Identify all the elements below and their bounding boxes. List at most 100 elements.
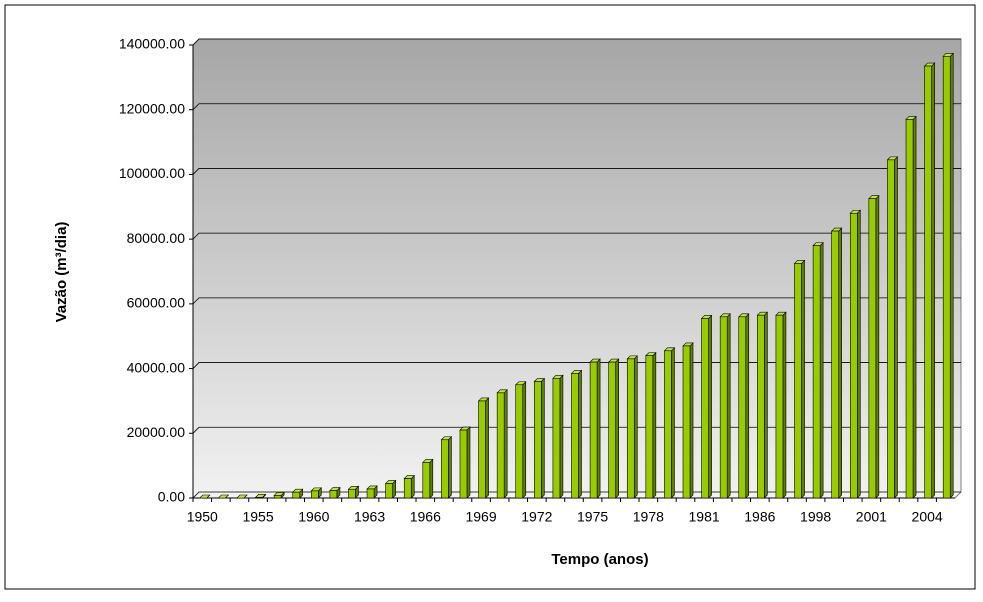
bar	[441, 439, 449, 499]
grid-line	[192, 103, 961, 110]
bar-side	[708, 314, 712, 499]
grid-line	[192, 297, 961, 305]
bar	[942, 56, 951, 499]
grid-line	[192, 168, 961, 175]
y-tick-label: 40000.00	[127, 359, 186, 375]
bar	[385, 483, 393, 499]
y-tick-label: 140000.00	[119, 36, 185, 52]
bar-side	[671, 347, 675, 499]
bar	[403, 478, 412, 499]
bar	[478, 400, 486, 499]
bar-side	[633, 355, 638, 499]
bar-side	[875, 194, 880, 499]
bar-side	[596, 358, 601, 499]
bar	[701, 318, 709, 499]
bar-side	[912, 115, 917, 499]
bar	[664, 350, 672, 499]
bar	[775, 314, 784, 499]
bar-side	[448, 436, 452, 499]
bar	[812, 245, 821, 499]
x-tick-label: 1963	[354, 509, 385, 525]
y-tick-label: 20000.00	[127, 424, 186, 440]
bar	[905, 119, 914, 499]
bar-side	[615, 358, 619, 499]
x-tick-label: 1978	[633, 509, 664, 525]
y-tick-label: 120000.00	[119, 100, 185, 116]
bar-side	[949, 52, 954, 499]
bar	[422, 462, 431, 499]
bar-side	[541, 377, 545, 499]
bar	[849, 212, 858, 499]
bar-side	[578, 369, 582, 499]
x-tick-label: 1966	[410, 509, 441, 525]
bar	[459, 429, 468, 499]
bar-side	[485, 397, 489, 499]
y-tick-label: 60000.00	[127, 295, 186, 311]
bar	[552, 377, 561, 499]
bar	[311, 490, 319, 499]
bar-side	[503, 389, 508, 499]
x-tick-label: 1998	[800, 509, 831, 525]
x-tick-label: 2004	[912, 509, 943, 525]
bar-side	[559, 374, 564, 499]
x-tick-label: 2001	[856, 509, 887, 525]
x-tick-label: 1972	[521, 509, 552, 525]
bar-side	[466, 426, 471, 499]
bar	[626, 358, 635, 499]
y-tick-label: 80000.00	[127, 230, 186, 246]
bar	[645, 355, 654, 499]
x-tick-label: 1969	[465, 509, 496, 525]
bar-side	[782, 311, 787, 499]
x-tick-label: 1950	[187, 509, 218, 525]
grid-line	[192, 232, 961, 240]
bar-side	[856, 209, 861, 499]
bar-side	[838, 227, 842, 499]
bar-side	[726, 313, 731, 499]
bar-top	[236, 494, 248, 499]
bar	[719, 316, 728, 499]
y-axis-label: Vazão (m³/dia)	[53, 222, 70, 323]
bar-side	[764, 311, 768, 499]
bar	[589, 361, 598, 499]
bar	[515, 384, 524, 499]
bar-side	[745, 313, 750, 499]
bar	[887, 159, 895, 499]
bar-side	[429, 458, 434, 499]
bar	[348, 488, 356, 499]
bar-side	[894, 156, 898, 499]
x-axis-label: Tempo (anos)	[551, 551, 648, 568]
x-tick-label: 1975	[577, 509, 608, 525]
bar	[831, 230, 839, 499]
bar-side	[931, 62, 935, 499]
bar	[682, 345, 691, 499]
bar-side	[689, 342, 694, 499]
x-tick-label: 1981	[689, 509, 720, 525]
bar	[571, 373, 579, 499]
bar	[273, 495, 282, 499]
x-tick-label: 1986	[744, 509, 775, 525]
bar	[738, 316, 747, 499]
bar	[534, 381, 542, 499]
bar	[255, 497, 263, 499]
bar-side	[652, 351, 657, 499]
y-tick-label: 0.00	[158, 489, 185, 505]
bar	[329, 490, 338, 499]
x-tick-label: 1955	[242, 509, 273, 525]
bar	[366, 488, 375, 499]
bar	[794, 263, 802, 499]
bar	[757, 314, 765, 499]
bar	[868, 198, 877, 499]
bar-top	[199, 494, 211, 499]
bar-side	[522, 381, 527, 499]
x-tick-label: 1960	[298, 509, 329, 525]
bar-side	[819, 241, 824, 499]
bar	[292, 491, 301, 499]
grid-line	[192, 38, 961, 46]
y-tick-label: 100000.00	[119, 165, 185, 181]
bar-top	[217, 494, 230, 499]
bar	[924, 65, 932, 499]
bar	[608, 361, 616, 499]
bar	[496, 392, 505, 499]
bar-side	[410, 474, 415, 499]
